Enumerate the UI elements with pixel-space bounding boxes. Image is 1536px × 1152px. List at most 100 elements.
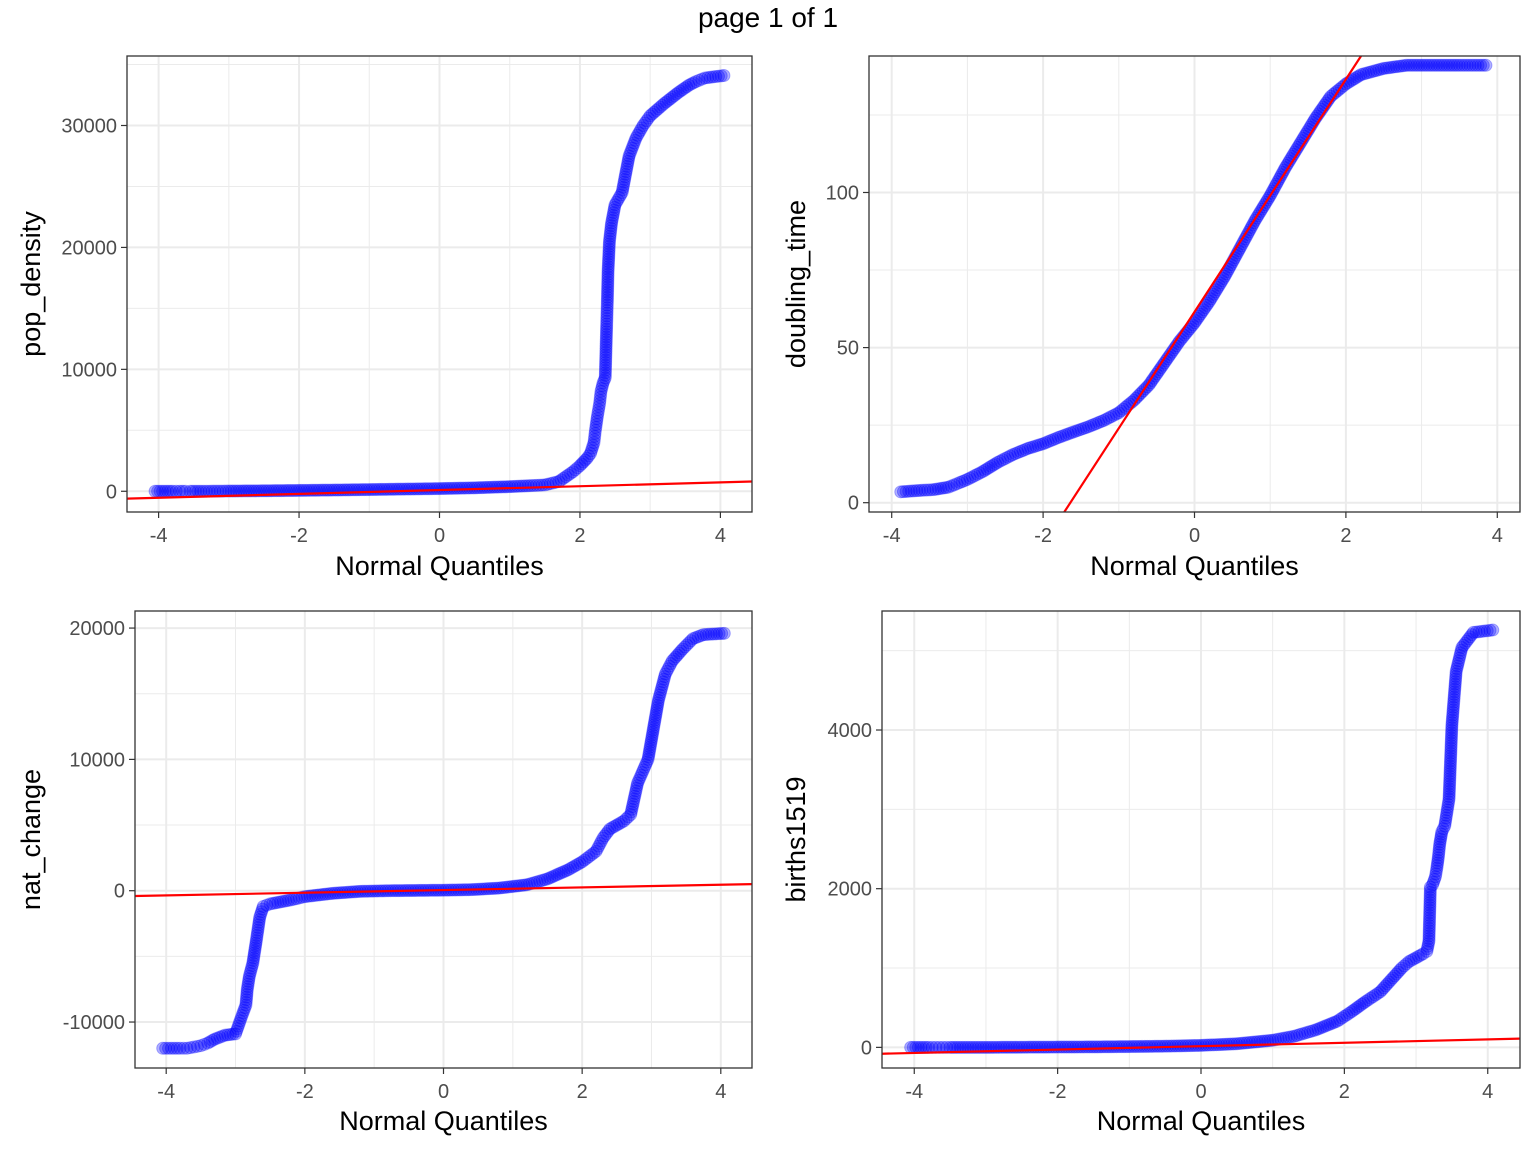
y-tick-label: 100 <box>826 182 859 204</box>
qq-point <box>615 186 629 200</box>
qq-point <box>978 463 992 477</box>
qq-point <box>571 857 585 871</box>
qq-point <box>1207 287 1221 301</box>
qq-point <box>1442 784 1456 798</box>
qq-point <box>475 481 489 495</box>
qq-point <box>946 1040 960 1054</box>
qq-point <box>591 409 605 423</box>
qq-point <box>1388 969 1402 983</box>
qq-point <box>433 482 446 496</box>
qq-point <box>640 755 654 769</box>
qq-point <box>503 480 517 494</box>
qq-point <box>603 229 617 243</box>
qq-point <box>234 1011 248 1025</box>
qq-point <box>194 1039 208 1053</box>
qq-point <box>618 172 632 186</box>
qq-point <box>609 195 623 209</box>
qq-point <box>1309 1023 1323 1037</box>
qq-point <box>252 918 266 932</box>
qq-point <box>641 111 655 125</box>
qq-point <box>1323 1017 1337 1031</box>
qq-point <box>645 730 659 744</box>
qq-point <box>645 107 659 121</box>
qq-point <box>617 814 631 828</box>
qq-point <box>608 819 622 833</box>
x-axis-title: Normal Quantiles <box>1090 551 1299 581</box>
qq-point <box>624 805 638 819</box>
qq-point <box>1444 739 1458 753</box>
qq-point <box>599 353 613 367</box>
qq-point <box>598 366 612 380</box>
qq-point <box>640 114 654 128</box>
qq-point <box>535 873 549 887</box>
qq-point <box>1399 957 1413 971</box>
qq-point <box>639 758 653 772</box>
qq-point <box>602 239 616 253</box>
qq-point <box>600 295 614 309</box>
qq-point <box>480 480 494 494</box>
qq-point <box>1423 896 1437 910</box>
qq-point <box>589 844 603 858</box>
x-tick-label: 2 <box>577 1081 588 1103</box>
qq-point <box>651 693 665 707</box>
qq-point <box>653 685 667 699</box>
qq-point <box>619 167 633 181</box>
qq-point <box>599 356 613 370</box>
qq-point <box>1295 1027 1309 1041</box>
qq-point <box>250 926 264 940</box>
qq-point <box>1447 690 1461 704</box>
qq-point <box>601 288 615 302</box>
qq-point <box>1335 1011 1349 1025</box>
qq-point <box>1306 1024 1320 1038</box>
qq-point <box>1432 840 1446 854</box>
qq-point <box>1349 1002 1363 1016</box>
qq-point <box>658 670 672 684</box>
qq-point <box>599 343 613 357</box>
qq-point <box>500 480 514 494</box>
x-tick-label: 4 <box>715 1081 726 1103</box>
qq-point <box>703 70 717 84</box>
qq-point <box>644 738 658 752</box>
qq-point <box>1150 367 1164 381</box>
qq-point <box>642 747 656 761</box>
qq-point <box>714 69 728 83</box>
qq-point <box>1357 996 1371 1010</box>
qq-point <box>1426 878 1440 892</box>
qq-point <box>1434 830 1448 844</box>
qq-point <box>1194 307 1208 321</box>
qq-point <box>1092 1040 1106 1054</box>
qq-point <box>1466 58 1480 72</box>
x-tick-label: 2 <box>1339 1081 1350 1103</box>
qq-point <box>707 627 721 641</box>
qq-point <box>231 1019 245 1033</box>
qq-point <box>630 779 644 793</box>
qq-point <box>1386 971 1400 985</box>
qq-point <box>1433 835 1447 849</box>
qq-point <box>603 822 617 836</box>
qq-point <box>1148 369 1162 383</box>
qq-point <box>1432 848 1446 862</box>
qq-point <box>1354 68 1368 82</box>
qq-point <box>589 417 603 431</box>
x-tick-label: -4 <box>150 525 168 547</box>
qq-point <box>939 481 953 495</box>
qq-point <box>1431 851 1445 865</box>
qq-point <box>1203 294 1217 308</box>
qq-point <box>1120 1040 1134 1054</box>
qq-point <box>1438 819 1452 833</box>
qq-point <box>1125 1040 1139 1054</box>
qq-point <box>1399 58 1413 72</box>
qq-point <box>623 146 637 160</box>
qq-point <box>1448 677 1462 691</box>
qq-point <box>601 283 615 297</box>
qq-point <box>1021 441 1035 455</box>
qq-point <box>1445 726 1459 740</box>
qq-point <box>242 484 256 498</box>
qq-point <box>256 899 270 913</box>
qq-point <box>631 776 645 790</box>
qq-point <box>601 275 615 289</box>
qq-point <box>654 683 668 697</box>
qq-point <box>260 898 274 912</box>
qq-point <box>1434 827 1448 841</box>
qq-point <box>244 964 258 978</box>
